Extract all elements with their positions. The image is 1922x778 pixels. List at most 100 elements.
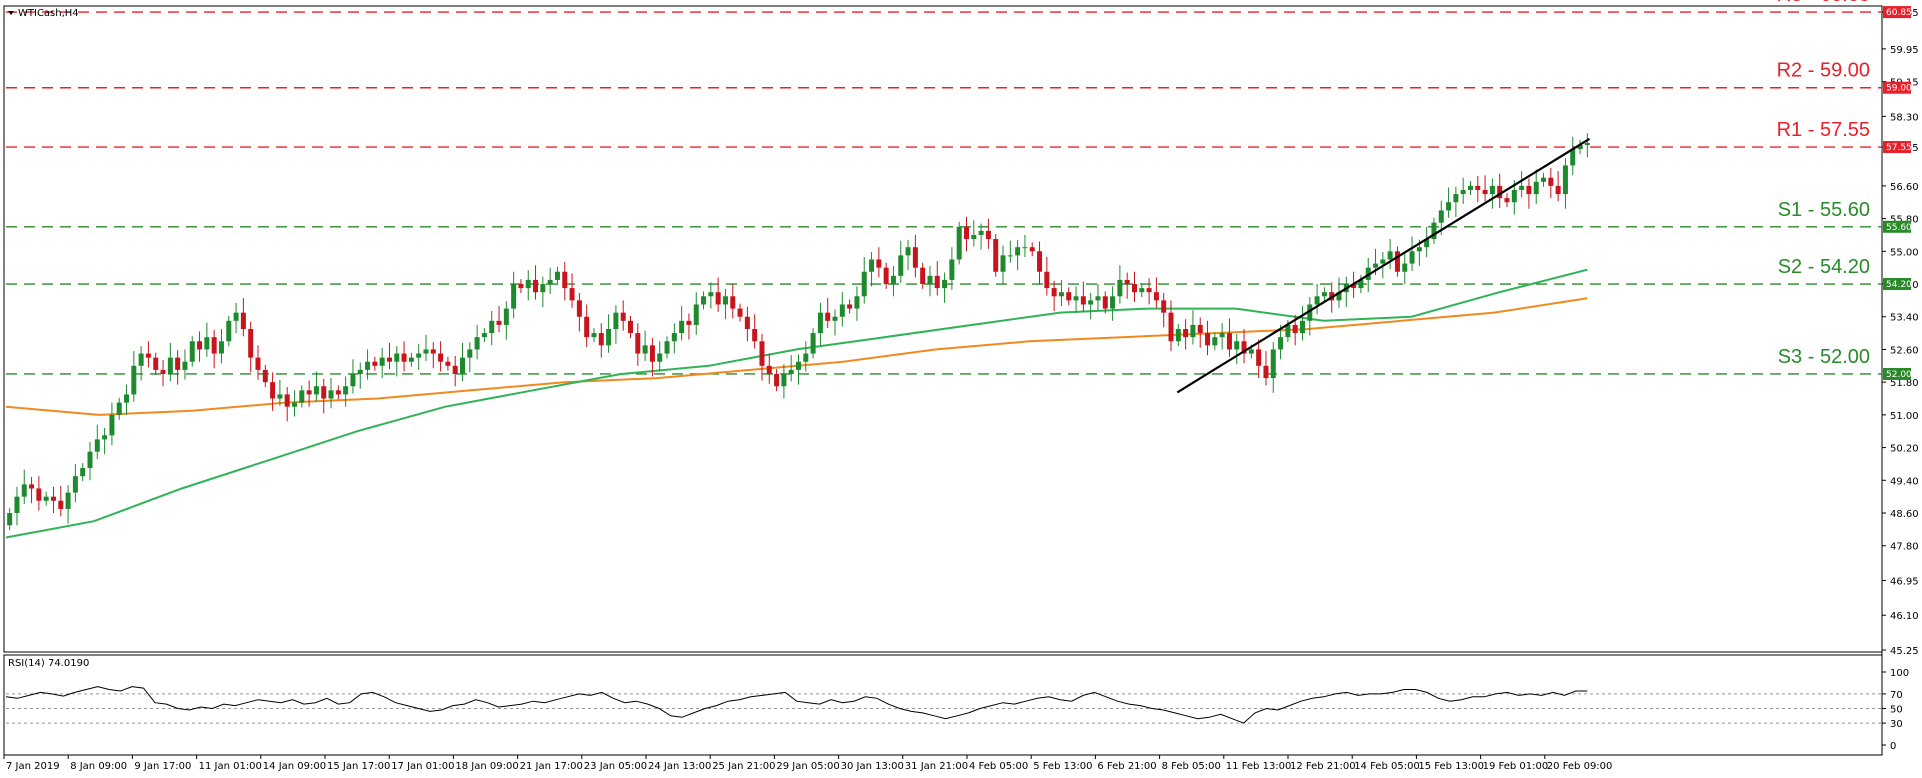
candle xyxy=(116,397,122,420)
candle xyxy=(628,315,634,338)
x-tick-label: 21 Jan 17:00 xyxy=(520,761,583,772)
candle-body xyxy=(1037,251,1043,272)
collapse-triangle-icon[interactable] xyxy=(8,11,14,15)
candle xyxy=(766,353,772,384)
candle-body xyxy=(1117,279,1123,297)
candle xyxy=(401,341,407,372)
candle-body xyxy=(43,496,49,501)
candle xyxy=(1241,329,1247,364)
y-tick-label: 47.80 xyxy=(1890,542,1919,553)
candle-body xyxy=(1555,185,1561,195)
candle-body xyxy=(1015,247,1021,256)
candle-body xyxy=(262,369,268,383)
candle-body xyxy=(109,414,115,436)
candle xyxy=(1570,136,1576,176)
candle-body xyxy=(708,292,714,297)
candle xyxy=(1044,257,1050,296)
ma-fast-line xyxy=(5,268,1588,539)
candle-body xyxy=(284,394,290,407)
candle xyxy=(233,302,239,334)
candle-body xyxy=(1183,329,1189,338)
candle xyxy=(1226,318,1232,357)
x-tick-label: 11 Feb 13:00 xyxy=(1226,761,1292,772)
candle xyxy=(1205,320,1211,356)
level-price-tag-text: 52.00 xyxy=(1886,370,1912,380)
candle xyxy=(262,364,268,388)
candle xyxy=(971,220,977,247)
x-tick-label: 23 Jan 05:00 xyxy=(584,761,647,772)
candle xyxy=(1102,291,1108,314)
candle-body xyxy=(1519,185,1525,190)
x-tick-label: 31 Jan 21:00 xyxy=(905,761,968,772)
candle xyxy=(869,252,875,287)
candle-body xyxy=(832,316,838,321)
candle xyxy=(613,305,619,344)
level-price-tag xyxy=(1883,367,1911,380)
rsi-tick-label: 50 xyxy=(1890,705,1903,716)
y-tick-label: 55.80 xyxy=(1890,215,1919,226)
candle-body xyxy=(1263,365,1269,379)
candle xyxy=(1446,187,1452,218)
candle-body xyxy=(584,316,590,338)
candle xyxy=(365,349,371,380)
candle-body xyxy=(525,279,531,289)
candle-body xyxy=(102,435,108,440)
candle-body xyxy=(744,316,750,329)
candle xyxy=(1175,324,1181,347)
chart-title-group: WTICash,H4 RSI(14) 74.0190 xyxy=(8,8,89,669)
candle xyxy=(817,302,823,346)
candle xyxy=(299,385,305,408)
candle-body xyxy=(1066,292,1072,301)
candle-body xyxy=(481,333,487,338)
candle-body xyxy=(569,288,575,301)
candle-body xyxy=(1548,177,1554,186)
candle-body xyxy=(365,361,371,370)
candle xyxy=(1307,297,1313,336)
candle-body xyxy=(1022,247,1028,249)
candle xyxy=(708,282,714,309)
candle-body xyxy=(686,320,692,325)
candle-body xyxy=(197,341,203,350)
candle-body xyxy=(722,296,728,305)
candle-body xyxy=(949,259,955,280)
candle-body xyxy=(898,255,904,276)
candle-body xyxy=(766,365,772,374)
candle xyxy=(920,262,926,289)
candle xyxy=(1007,240,1013,263)
candle xyxy=(847,299,853,314)
candle xyxy=(1541,172,1547,187)
candle-body xyxy=(1584,142,1590,145)
candle xyxy=(1168,300,1174,352)
candle-body xyxy=(1044,271,1050,289)
x-tick-label: 20 Feb 09:00 xyxy=(1547,761,1613,772)
candle xyxy=(218,329,224,364)
candle-body xyxy=(138,353,144,366)
level-label: R3 - 60.85 xyxy=(1777,0,1870,6)
candle-body xyxy=(386,357,392,362)
candle-body xyxy=(167,357,173,374)
candle-body xyxy=(1205,333,1211,346)
candle xyxy=(489,311,495,346)
candle-body xyxy=(730,296,736,309)
candle xyxy=(584,304,590,347)
candle-body xyxy=(1504,198,1510,203)
candle-body xyxy=(1394,251,1400,272)
candle xyxy=(350,359,356,394)
candle xyxy=(1467,180,1473,195)
candle xyxy=(1504,193,1510,208)
candle-body xyxy=(423,349,429,354)
candle xyxy=(686,313,692,340)
candle-body xyxy=(774,373,780,387)
candle-body xyxy=(189,341,195,362)
candle-body xyxy=(1497,185,1503,199)
candle-body xyxy=(598,333,604,346)
candle xyxy=(1424,226,1430,258)
candle-body xyxy=(21,484,27,497)
candle-body xyxy=(1467,185,1473,190)
candle-body xyxy=(226,320,232,342)
candle-body xyxy=(1446,202,1452,211)
candle xyxy=(1431,217,1437,244)
candle-body xyxy=(554,271,560,280)
candle-body xyxy=(576,300,582,317)
candle-body xyxy=(759,341,765,366)
